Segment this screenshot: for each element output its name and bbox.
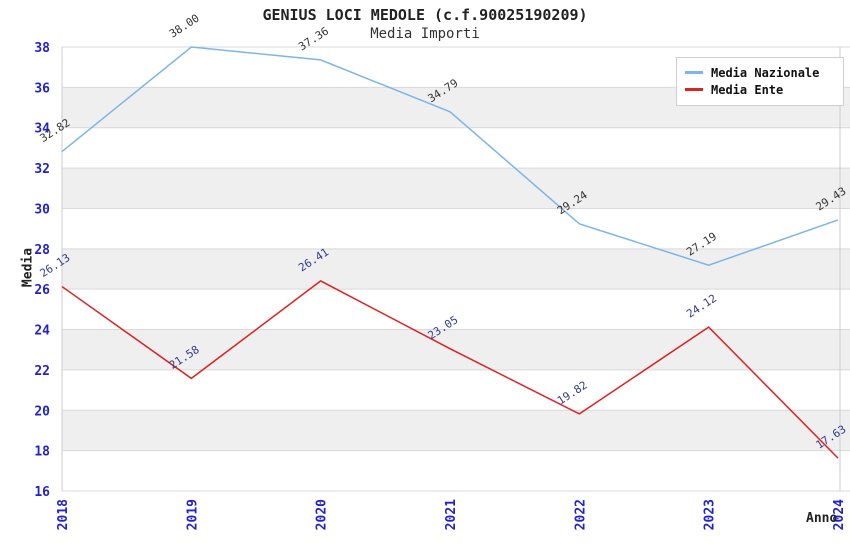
- legend-item-media-nazionale[interactable]: Media Nazionale: [685, 64, 835, 81]
- x-tick-label: 2024: [832, 499, 847, 530]
- y-tick-label: 26: [34, 283, 50, 298]
- y-tick-label: 34: [34, 122, 50, 137]
- x-tick-label: 2018: [56, 499, 71, 530]
- ente-line-swatch-icon: [685, 88, 703, 91]
- y-tick-label: 28: [34, 243, 50, 258]
- point-label: 24.12: [684, 292, 719, 321]
- y-tick-label: 36: [34, 81, 50, 96]
- x-tick-label: 2020: [315, 499, 330, 530]
- point-label: 37.36: [296, 24, 331, 53]
- y-tick-label: 20: [34, 404, 50, 419]
- y-tick-label: 24: [34, 324, 50, 339]
- y-tick-label: 32: [34, 162, 50, 177]
- chart-subtitle: Media Importi: [370, 26, 480, 42]
- chart-legend: Media Nazionale Media Ente: [676, 57, 844, 106]
- series-line-media-nazionale: [61, 46, 839, 266]
- x-tick-label: 2019: [185, 499, 200, 530]
- legend-label: Media Nazionale: [711, 65, 820, 80]
- plot-band: [62, 410, 850, 451]
- legend-item-media-ente[interactable]: Media Ente: [685, 81, 835, 98]
- x-tick-label: 2022: [573, 499, 588, 530]
- y-tick-label: 38: [34, 41, 50, 56]
- x-tick-label: 2021: [444, 499, 459, 530]
- point-label: 19.82: [555, 378, 590, 407]
- nazionale-line-swatch-icon: [685, 71, 703, 74]
- y-tick-label: 16: [34, 485, 50, 500]
- series-line-media-ente: [61, 280, 839, 459]
- y-axis-title: Media: [20, 247, 36, 288]
- plot-band: [62, 248, 850, 290]
- chart-title: GENIUS LOCI MEDOLE (c.f.90025190209): [262, 6, 588, 24]
- x-axis-title: Anno: [806, 511, 838, 526]
- point-label: 38.00: [167, 12, 202, 41]
- plot-band: [62, 168, 850, 209]
- y-tick-label: 22: [34, 364, 50, 379]
- y-tick-label: 18: [34, 445, 50, 460]
- point-label: 32.82: [38, 116, 73, 145]
- y-tick-label: 30: [34, 202, 50, 217]
- x-tick-label: 2023: [703, 499, 718, 530]
- legend-label: Media Ente: [711, 82, 784, 97]
